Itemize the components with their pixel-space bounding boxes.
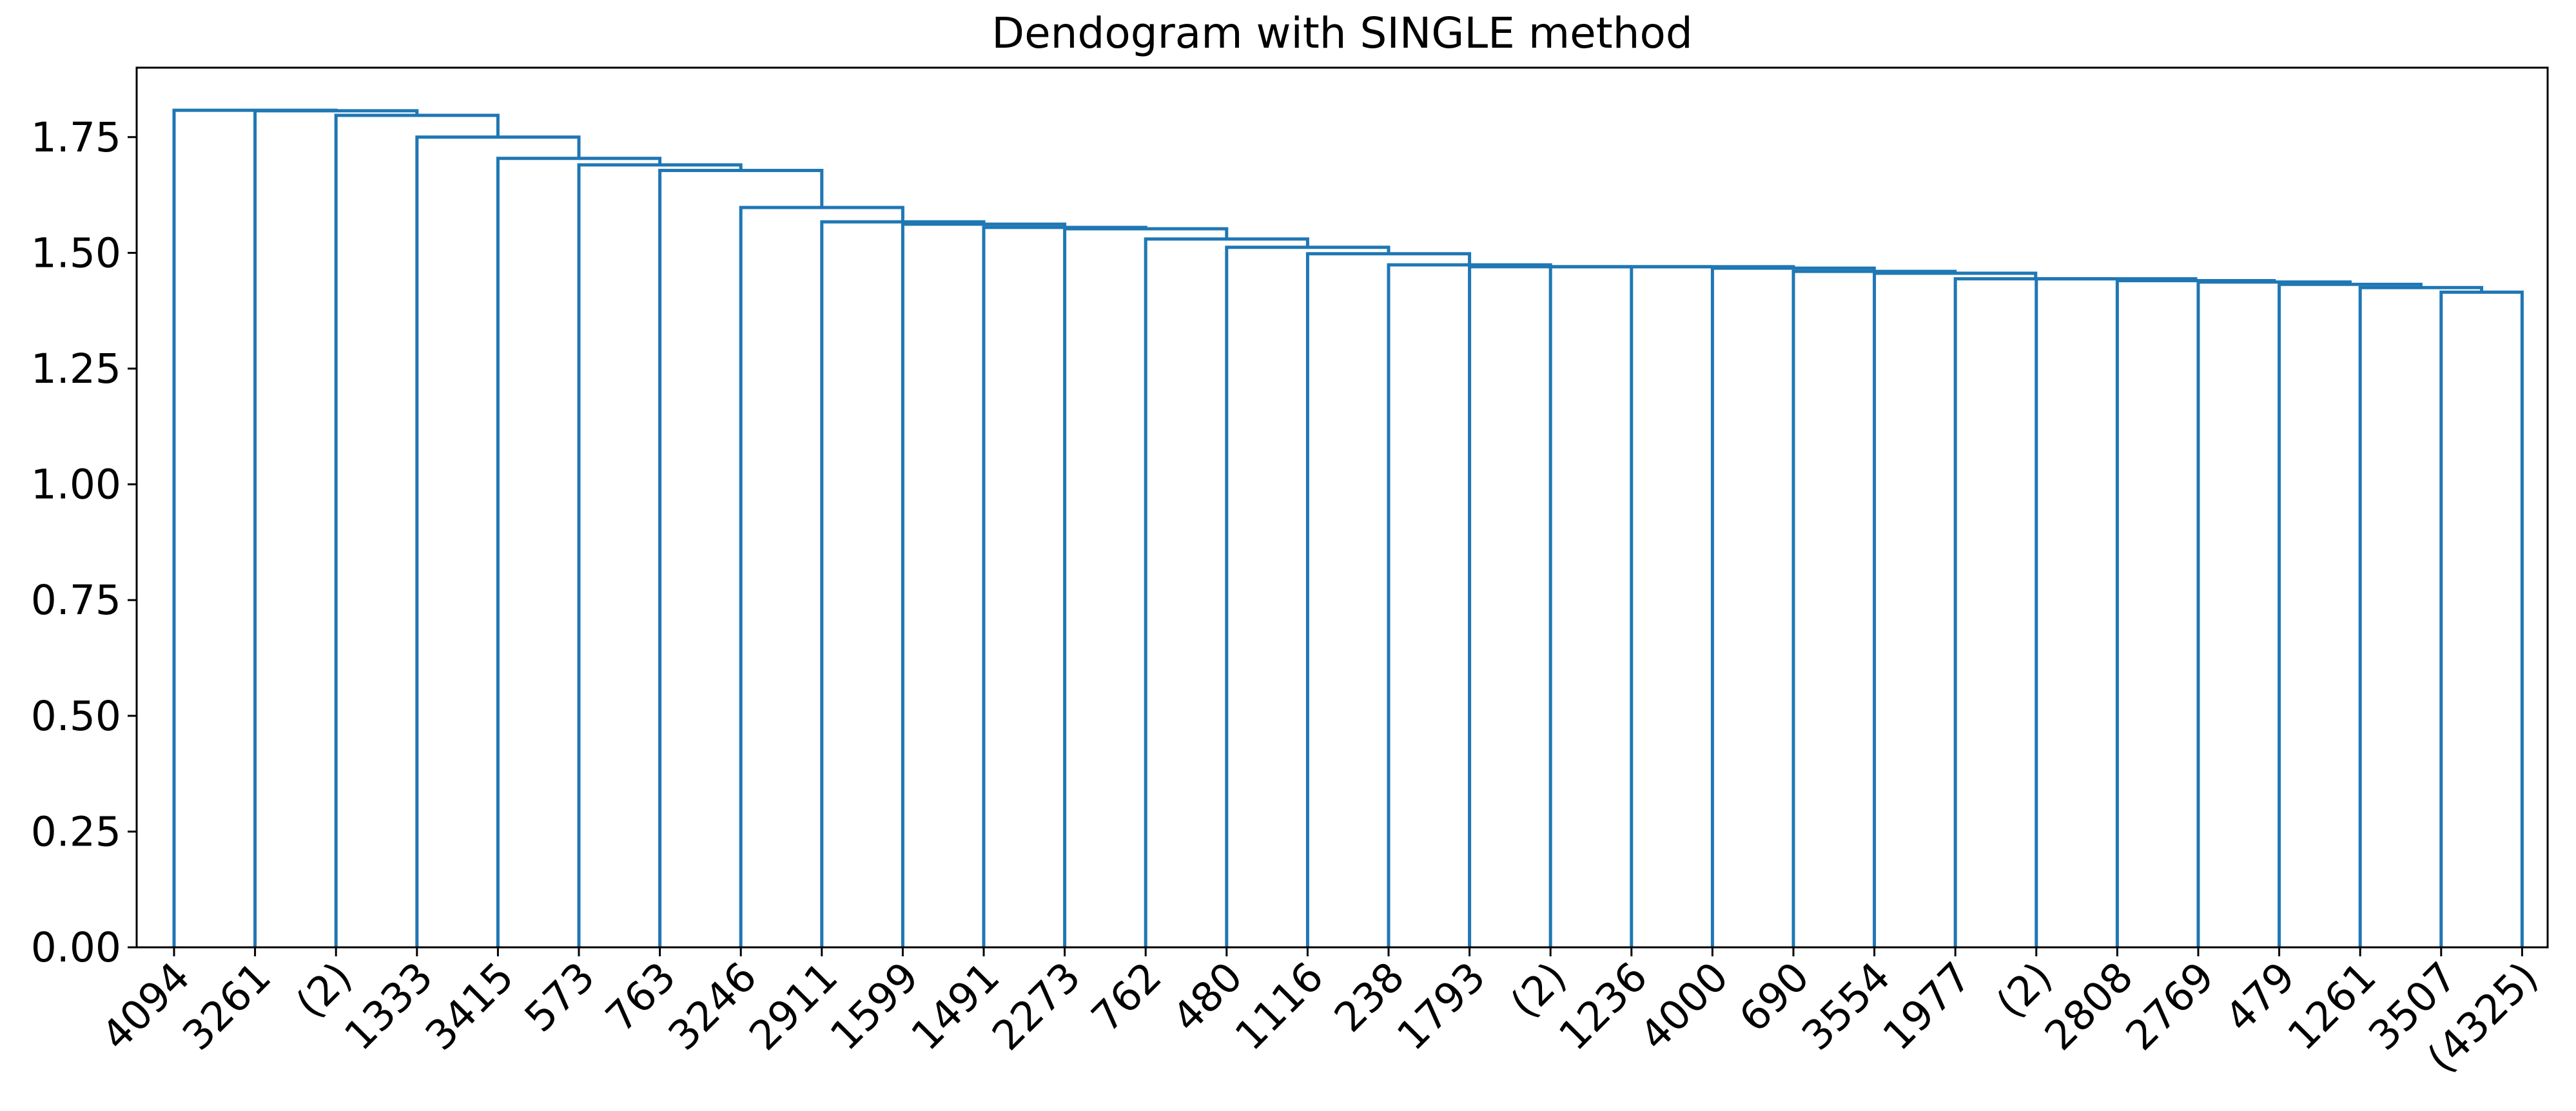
plot-frame <box>135 66 2549 949</box>
leaf-label: 3261 <box>173 953 280 1059</box>
y-axis: 0.00 0.25 0.50 0.75 1.00 1.25 1.50 1.75 <box>31 114 137 971</box>
y-tick-label: 0.50 <box>31 693 121 740</box>
y-tick-label: 0.00 <box>31 924 121 971</box>
dendrogram-links <box>172 108 2524 947</box>
leaf-label: 1261 <box>2279 953 2385 1059</box>
leaf-label: 2769 <box>2117 953 2223 1059</box>
leaf-label: 1116 <box>1226 953 1332 1059</box>
leaf-label: 3415 <box>416 953 523 1059</box>
y-tick-label: 0.75 <box>31 577 121 624</box>
leaf-label: 3246 <box>659 953 766 1059</box>
dendrogram-link <box>1468 265 1632 947</box>
leaf-label: 4000 <box>1631 953 1737 1059</box>
dendrogram-link <box>2115 278 2276 947</box>
y-tick-label: 1.25 <box>31 345 121 392</box>
leaf-label: 2911 <box>740 953 846 1059</box>
y-tick-label: 1.00 <box>31 461 121 508</box>
dendrogram-link <box>2196 280 2352 947</box>
y-tick-label: 1.75 <box>31 114 121 161</box>
dendrogram-link <box>1063 227 1229 947</box>
leaf-label: 762 <box>1082 953 1171 1041</box>
leaf-label: 1977 <box>1874 953 1980 1059</box>
leaf-label: 1236 <box>1550 953 1656 1059</box>
leaf-label: 2808 <box>2036 953 2142 1059</box>
y-tick-label: 1.50 <box>31 229 121 276</box>
dendrogram-link <box>1953 277 2116 947</box>
chart-title: Dendogram with SINGLE method <box>991 8 1693 58</box>
dendrogram-link <box>2278 282 2423 947</box>
y-tick-label: 0.25 <box>31 808 121 855</box>
leaf-label: 2273 <box>983 953 1089 1059</box>
dendrogram-link <box>2439 290 2524 947</box>
dendrogram-link <box>1630 265 1795 947</box>
leaf-label: 573 <box>516 953 604 1041</box>
dendrogram-link <box>496 157 662 947</box>
dendrogram-link <box>1144 237 1309 947</box>
leaf-label: 1333 <box>335 953 442 1059</box>
leaf-label: 1491 <box>903 953 1009 1059</box>
leaf-label: 1599 <box>821 953 928 1059</box>
leaf-label: 1793 <box>1388 953 1494 1059</box>
dendrogram-link <box>1873 271 2038 947</box>
dendrogram-link <box>172 108 338 947</box>
leaf-label: 3554 <box>1793 953 1899 1059</box>
dendrogram-link <box>2358 285 2484 947</box>
